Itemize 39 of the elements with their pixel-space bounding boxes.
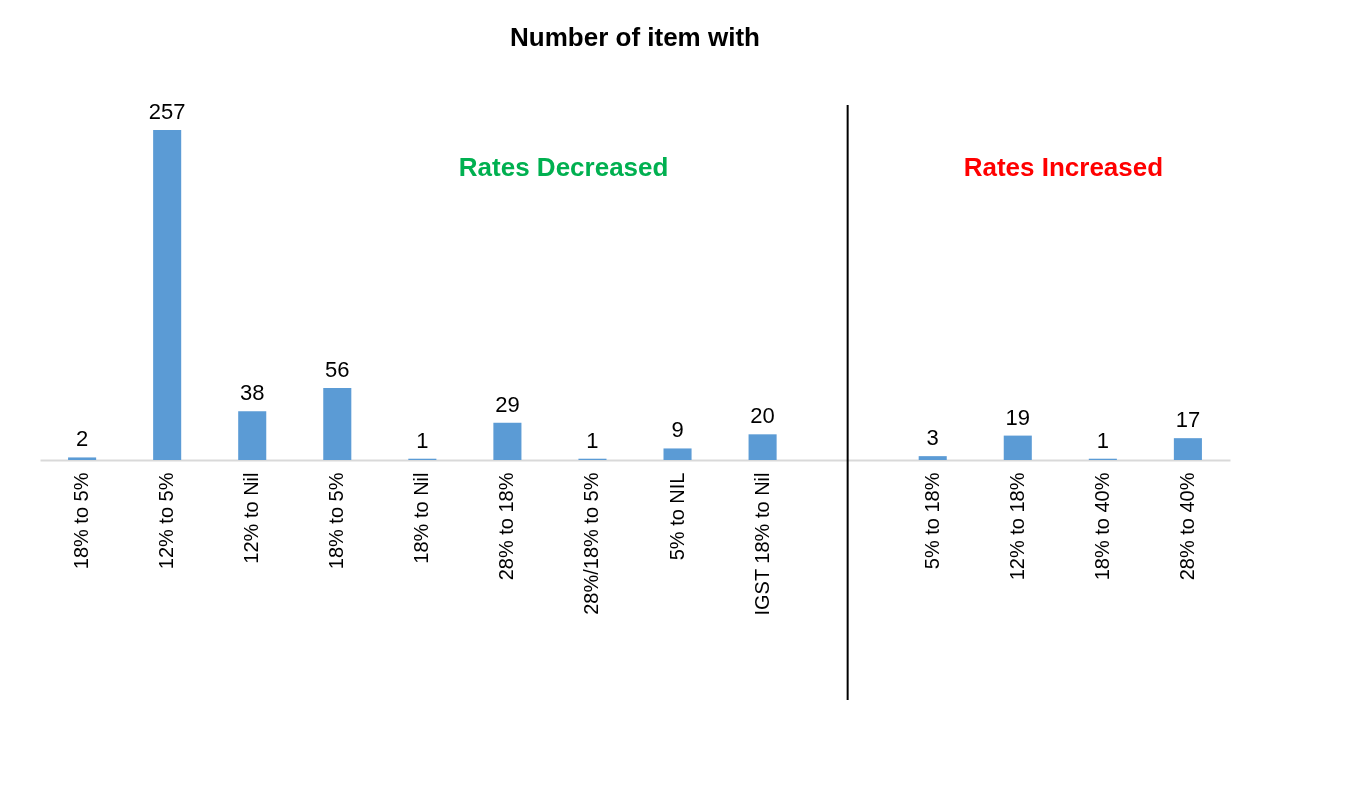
data-label: 29 (495, 391, 520, 417)
bar (238, 411, 267, 460)
x-tick-label: 28% to 40% (1175, 472, 1198, 581)
data-label: 1 (586, 427, 599, 453)
bar (323, 388, 352, 460)
bar (1003, 435, 1032, 460)
data-label: 17 (1175, 407, 1201, 433)
bar (153, 130, 182, 460)
x-tick-label: 18% to 5% (325, 472, 348, 570)
x-tick-label: 28%/18% to 5% (580, 472, 603, 615)
x-tick-label: 12% to 18% (1005, 472, 1028, 581)
x-tick-label: IGST 18% to Nil (750, 472, 773, 616)
bar (918, 456, 947, 460)
x-tick-label: 18% to 40% (1090, 472, 1113, 581)
bar (68, 457, 97, 460)
bar (493, 422, 522, 460)
data-label: 1 (416, 427, 429, 453)
x-tick-label: 5% to 18% (920, 472, 943, 570)
data-label: 56 (325, 357, 350, 383)
bar (1173, 438, 1202, 460)
x-tick-label: 12% to 5% (155, 472, 178, 570)
data-label: 38 (239, 380, 265, 406)
data-label: 3 (926, 425, 939, 451)
annotation: Rates Increased (963, 152, 1164, 182)
bar (663, 448, 692, 460)
data-label: 257 (148, 99, 186, 124)
x-tick-label: 18% to Nil (410, 472, 433, 564)
chart-title: Number of item with (510, 22, 760, 52)
data-label: 19 (1005, 404, 1031, 430)
bar (748, 434, 777, 460)
x-tick-label: 5% to NIL (665, 472, 688, 561)
x-tick-label: 28% to 18% (495, 472, 518, 581)
x-tick-label: 12% to Nil (240, 472, 263, 564)
data-label: 20 (750, 403, 775, 429)
data-label: 1 (1096, 427, 1109, 453)
data-label: 9 (671, 417, 684, 443)
annotation: Rates Decreased (458, 152, 669, 182)
data-label: 2 (75, 426, 89, 452)
x-tick-label: 18% to 5% (70, 472, 93, 570)
